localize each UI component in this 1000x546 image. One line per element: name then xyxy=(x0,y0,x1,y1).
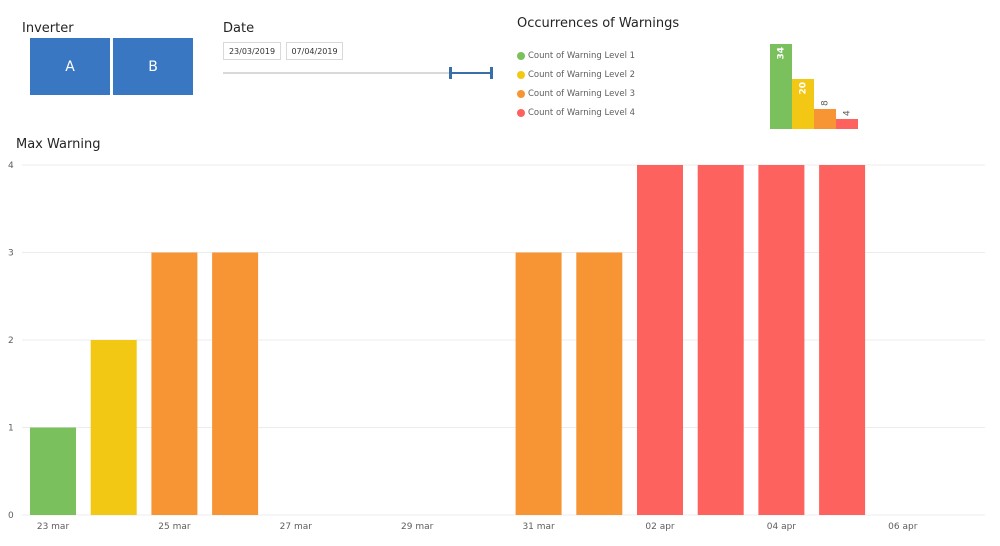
start-date-input[interactable]: 23/03/2019 xyxy=(223,42,281,60)
max-warning-bar xyxy=(515,252,562,515)
legend-dot-icon xyxy=(517,109,525,117)
legend-label: Count of Warning Level 1 xyxy=(528,51,636,61)
legend-item-level-3: Count of Warning Level 3 xyxy=(517,88,635,100)
x-tick-label: 02 apr xyxy=(645,522,675,532)
date-slider-track[interactable] xyxy=(223,72,493,74)
occurrences-bar-chart: 34 20 8 4 xyxy=(770,44,858,129)
max-warning-title: Max Warning xyxy=(16,137,101,152)
y-tick-label: 4 xyxy=(8,161,14,171)
legend-item-level-4: Count of Warning Level 4 xyxy=(517,107,635,119)
x-tick-label: 04 apr xyxy=(767,522,797,532)
max-warning-bar xyxy=(637,165,683,515)
legend-label: Count of Warning Level 4 xyxy=(528,108,636,118)
occurrence-bar xyxy=(814,109,836,129)
date-slider-range xyxy=(450,72,492,74)
max-warning-bar-chart: 0 1 2 3 4 23 mar 25 mar 27 mar 29 mar 31 mar 02 ap… xyxy=(8,161,985,532)
legend-dot-icon xyxy=(517,52,525,60)
max-warning-bar xyxy=(697,165,744,515)
occurrence-data-label: 8 xyxy=(821,100,831,106)
legend-item-level-2: Count of Warning Level 2 xyxy=(517,69,635,81)
date-slider-end-handle[interactable] xyxy=(490,67,493,79)
max-warning-bar xyxy=(576,252,623,515)
inverter-b-button[interactable]: B xyxy=(113,38,193,95)
max-warning-bar xyxy=(30,427,76,515)
legend-dot-icon xyxy=(517,90,525,98)
occurrence-data-label: 4 xyxy=(843,110,853,116)
occurrence-data-label: 34 xyxy=(777,47,787,60)
legend-label: Count of Warning Level 3 xyxy=(528,89,636,99)
max-warning-bar xyxy=(151,252,198,515)
y-tick-label: 0 xyxy=(8,511,14,521)
y-tick-label: 1 xyxy=(8,424,14,434)
y-tick-label: 2 xyxy=(8,336,14,346)
y-tick-label: 3 xyxy=(8,249,14,259)
inverter-title: Inverter xyxy=(22,21,74,36)
occurrences-title: Occurrences of Warnings xyxy=(517,16,680,31)
legend-dot-icon xyxy=(517,71,525,79)
max-warning-bar xyxy=(90,340,137,515)
x-tick-label: 31 mar xyxy=(522,522,555,532)
x-tick-label: 29 mar xyxy=(401,522,434,532)
x-tick-label: 27 mar xyxy=(280,522,313,532)
inverter-a-button[interactable]: A xyxy=(30,38,110,95)
end-date-input[interactable]: 07/04/2019 xyxy=(286,42,343,60)
occurrence-bar xyxy=(770,44,792,129)
legend-item-level-1: Count of Warning Level 1 xyxy=(517,50,635,62)
date-slider-start-handle[interactable] xyxy=(449,67,452,79)
max-warning-bar xyxy=(212,252,259,515)
legend-label: Count of Warning Level 2 xyxy=(528,70,636,80)
occurrence-bar xyxy=(792,79,814,129)
max-warning-bar xyxy=(819,165,866,515)
date-title: Date xyxy=(223,21,255,36)
occurrence-bar xyxy=(836,119,858,129)
x-tick-label: 06 apr xyxy=(888,522,918,532)
x-tick-label: 25 mar xyxy=(158,522,191,532)
max-warning-bar xyxy=(758,165,805,515)
x-tick-label: 23 mar xyxy=(37,522,70,532)
occurrence-data-label: 20 xyxy=(799,82,809,95)
